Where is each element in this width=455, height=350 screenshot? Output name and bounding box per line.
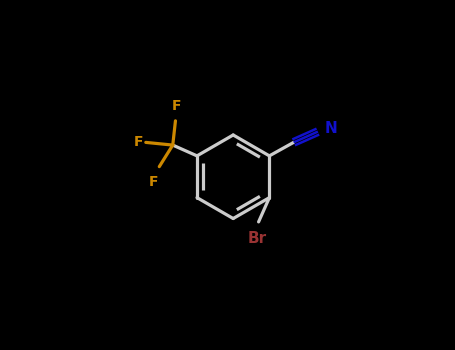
- Text: F: F: [149, 175, 159, 189]
- Text: N: N: [324, 121, 337, 136]
- Text: Br: Br: [248, 231, 267, 246]
- Text: F: F: [172, 99, 182, 113]
- Text: F: F: [133, 135, 143, 149]
